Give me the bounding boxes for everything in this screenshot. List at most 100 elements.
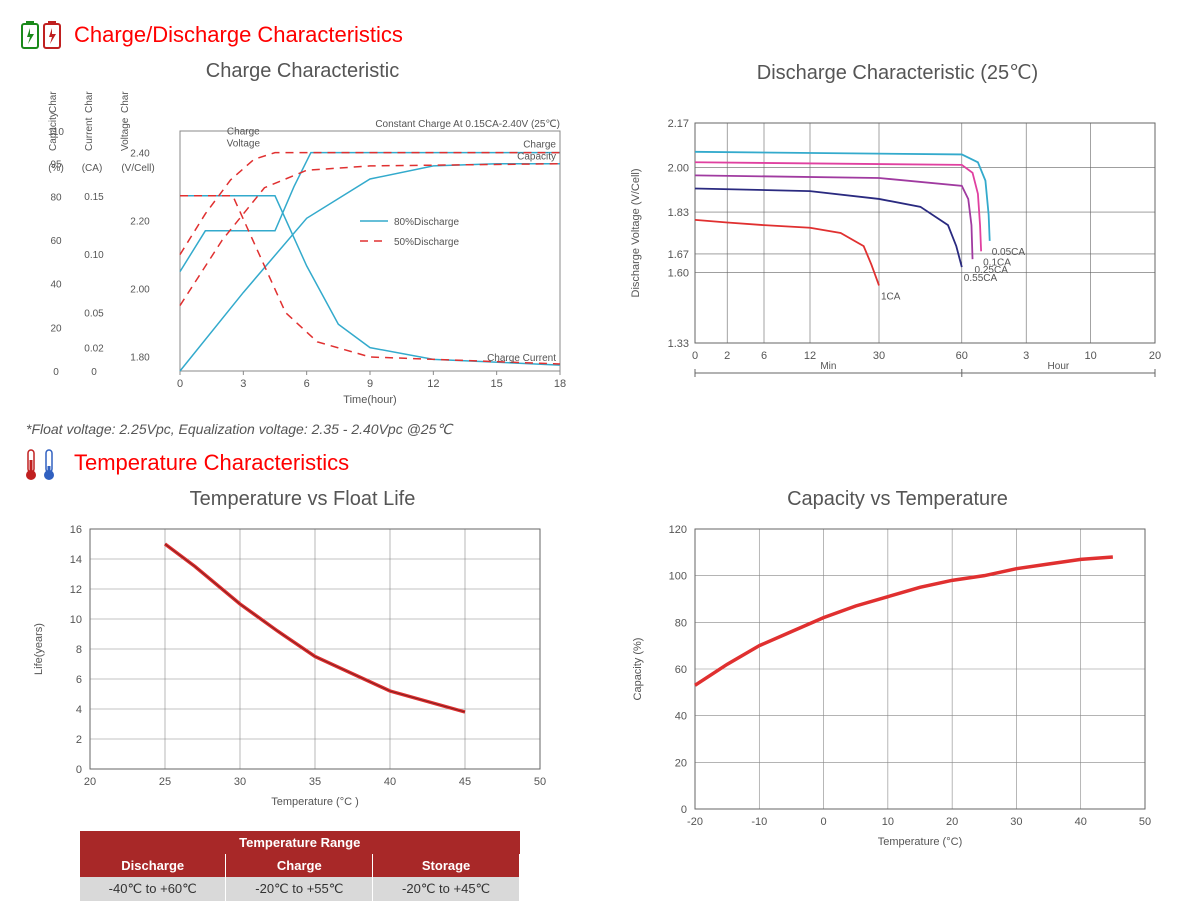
svg-text:0: 0: [692, 350, 698, 362]
svg-text:1.80: 1.80: [130, 353, 150, 364]
svg-text:30: 30: [234, 776, 246, 788]
svg-text:2.00: 2.00: [668, 163, 689, 175]
floatlife-chart: 202530354045500246810121416Temperature (…: [20, 519, 580, 819]
svg-text:110: 110: [48, 127, 64, 138]
svg-text:Charge: Charge: [227, 127, 260, 138]
capacity-panel: Capacity vs Temperature -20 -10 0 10 20 30 40 5…: [615, 484, 1180, 901]
svg-text:6: 6: [76, 674, 82, 686]
svg-text:120: 120: [669, 524, 687, 536]
svg-text:30: 30: [873, 350, 885, 362]
svg-text:30: 30: [1010, 816, 1022, 828]
charge-chart-panel: Charge Characteristic ChargeCapacityChar…: [20, 56, 585, 413]
svg-text:40: 40: [1075, 816, 1087, 828]
capacity-title: Capacity vs Temperature: [615, 488, 1180, 511]
svg-text:18: 18: [554, 378, 566, 390]
footnote: *Float voltage: 2.25Vpc, Equalization vo…: [26, 421, 1180, 438]
svg-text:8: 8: [76, 644, 82, 656]
svg-text:100: 100: [669, 571, 687, 583]
capacity-chart: -20-1001020304050020406080100120Temperat…: [615, 519, 1175, 859]
svg-text:(CA): (CA): [82, 163, 103, 174]
svg-text:(V/Cell): (V/Cell): [121, 163, 154, 174]
svg-text:0: 0: [53, 367, 59, 378]
svg-text:2.17: 2.17: [668, 118, 689, 130]
svg-text:12: 12: [427, 378, 439, 390]
svg-text:10: 10: [1084, 350, 1096, 362]
table-col-1: Charge: [226, 854, 373, 877]
thermometer-icon: [20, 448, 66, 478]
svg-text:Discharge Voltage (V/Cell): Discharge Voltage (V/Cell): [630, 168, 642, 297]
svg-text:80: 80: [50, 192, 62, 203]
floatlife-panel: Temperature vs Float Life 20253035404550…: [20, 484, 585, 901]
svg-text:12: 12: [804, 350, 816, 362]
svg-text:0.02: 0.02: [84, 344, 104, 355]
svg-text:2.00: 2.00: [130, 285, 150, 296]
svg-text:50: 50: [534, 776, 546, 788]
svg-text:Constant Charge At 0.15CA-2.40: Constant Charge At 0.15CA-2.40V (25℃): [375, 119, 560, 130]
svg-text:95: 95: [50, 160, 62, 171]
svg-text:20: 20: [675, 757, 687, 769]
svg-text:1CA: 1CA: [881, 291, 901, 302]
svg-text:4: 4: [76, 704, 82, 716]
table-col-0: Discharge: [80, 854, 226, 877]
battery-icon: [20, 20, 66, 50]
section2-title: Temperature Characteristics: [74, 450, 349, 476]
discharge-chart-panel: Discharge Characteristic (25℃) 1.331.601…: [615, 56, 1180, 413]
discharge-chart: 1.331.601.671.832.002.1702612306031020Mi…: [615, 93, 1175, 413]
svg-text:9: 9: [367, 378, 373, 390]
table-val-0: -40℃ to +60℃: [80, 877, 226, 901]
svg-text:1.33: 1.33: [668, 338, 689, 350]
svg-text:1.67: 1.67: [668, 249, 689, 261]
svg-text:6: 6: [761, 350, 767, 362]
svg-text:20: 20: [946, 816, 958, 828]
svg-text:0: 0: [177, 378, 183, 390]
svg-text:12: 12: [70, 584, 82, 596]
svg-text:10: 10: [882, 816, 894, 828]
svg-text:Capacity (%): Capacity (%): [632, 638, 644, 701]
temperature-range-table: Temperature Range Discharge Charge Stora…: [80, 831, 520, 901]
svg-text:80: 80: [675, 617, 687, 629]
svg-text:0: 0: [681, 804, 687, 816]
svg-text:Voltage: Voltage: [120, 117, 131, 151]
svg-text:Temperature (°C ): Temperature (°C ): [271, 796, 359, 808]
svg-text:50: 50: [1139, 816, 1151, 828]
svg-text:Charge: Charge: [48, 91, 59, 113]
svg-text:Charge: Charge: [84, 91, 95, 113]
svg-text:-20: -20: [687, 816, 703, 828]
discharge-chart-title: Discharge Characteristic (25℃): [615, 60, 1180, 85]
table-header: Temperature Range: [80, 831, 520, 854]
section1-title: Charge/Discharge Characteristics: [74, 22, 403, 48]
svg-text:0.05: 0.05: [84, 309, 104, 320]
table-val-2: -20℃ to +45℃: [373, 877, 520, 901]
charge-chart-title: Charge Characteristic: [20, 60, 585, 83]
charge-chart: ChargeCapacityChargeCurrentChargeVoltage…: [20, 91, 580, 411]
svg-text:Temperature (°C): Temperature (°C): [878, 836, 962, 848]
svg-text:6: 6: [304, 378, 310, 390]
svg-text:-10: -10: [751, 816, 767, 828]
svg-text:10: 10: [70, 614, 82, 626]
svg-text:Voltage: Voltage: [227, 139, 261, 150]
svg-text:Charge: Charge: [523, 140, 556, 151]
svg-text:0.1CA: 0.1CA: [983, 257, 1011, 268]
section2-header: Temperature Characteristics: [20, 448, 1180, 478]
svg-text:0: 0: [76, 764, 82, 776]
svg-text:14: 14: [70, 554, 82, 566]
svg-text:0: 0: [91, 367, 97, 378]
svg-text:2: 2: [76, 734, 82, 746]
svg-text:0.05CA: 0.05CA: [992, 247, 1026, 258]
svg-text:Current: Current: [84, 117, 95, 151]
svg-text:2.20: 2.20: [130, 217, 150, 228]
svg-text:2: 2: [724, 350, 730, 362]
svg-text:Charge Current: Charge Current: [487, 353, 556, 364]
svg-text:0: 0: [821, 816, 827, 828]
svg-text:Charge: Charge: [120, 91, 131, 113]
svg-text:0.10: 0.10: [84, 250, 104, 261]
table-col-2: Storage: [373, 854, 520, 877]
svg-text:20: 20: [1149, 350, 1161, 362]
svg-text:3: 3: [1023, 350, 1029, 362]
section1-header: Charge/Discharge Characteristics: [20, 20, 1180, 50]
svg-text:50%Discharge: 50%Discharge: [394, 237, 459, 248]
svg-text:40: 40: [675, 711, 687, 723]
svg-text:60: 60: [50, 236, 62, 247]
table-val-1: -20℃ to +55℃: [226, 877, 373, 901]
svg-text:2.40: 2.40: [130, 149, 150, 160]
